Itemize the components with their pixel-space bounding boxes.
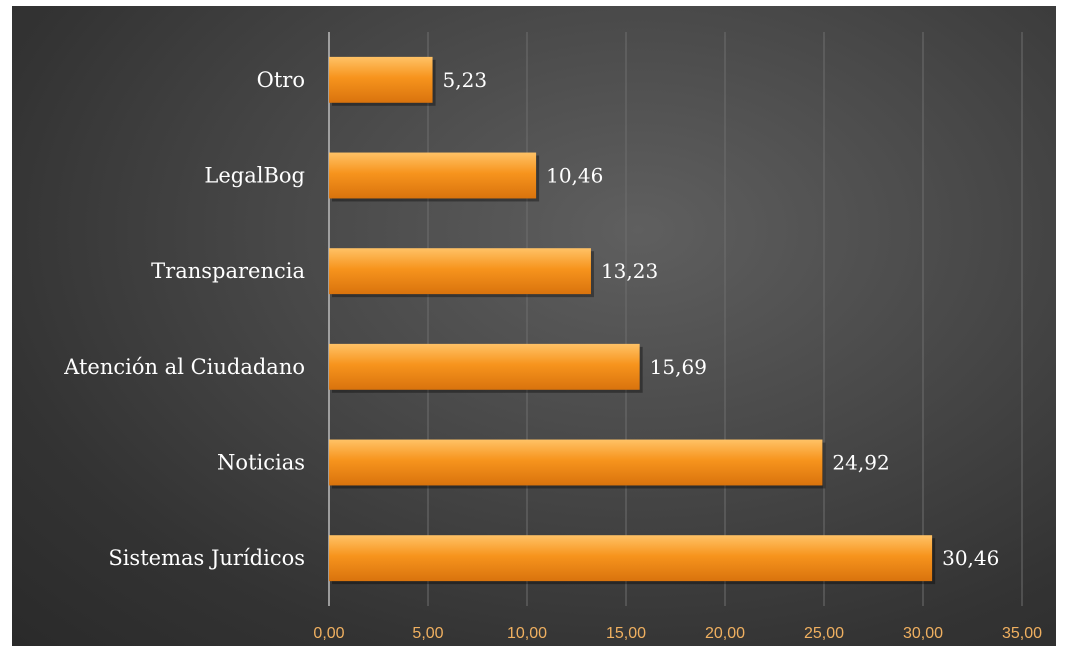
category-label: LegalBog xyxy=(204,164,305,188)
category-label: Transparencia xyxy=(151,259,305,283)
category-label: Otro xyxy=(257,68,305,92)
x-tick-label: 35,00 xyxy=(1002,625,1042,642)
data-label: 10,46 xyxy=(546,164,603,188)
bar xyxy=(329,56,433,103)
chart-frame: 0,00 5,00 10,00 15,00 20,00 25,00 30,00 35,00 Ot… xyxy=(12,6,1056,646)
data-label: 13,23 xyxy=(601,259,658,283)
data-label: 30,46 xyxy=(942,546,999,570)
x-tick-label: 5,00 xyxy=(412,625,443,642)
x-tick-label: 0,00 xyxy=(313,625,344,642)
x-tick-label: 10,00 xyxy=(507,625,547,642)
bar xyxy=(329,439,823,486)
bar-chart: 0,00 5,00 10,00 15,00 20,00 25,00 30,00 35,00 Ot… xyxy=(63,32,1042,642)
category-label: Sistemas Jurídicos xyxy=(108,546,305,570)
category-label: Atención al Ciudadano xyxy=(63,355,305,379)
x-tick-label: 20,00 xyxy=(705,625,745,642)
bar xyxy=(329,535,933,582)
x-tick-label: 30,00 xyxy=(903,625,943,642)
bars xyxy=(329,56,936,585)
data-label: 24,92 xyxy=(832,451,889,475)
labels: 0,00 5,00 10,00 15,00 20,00 25,00 30,00 35,00 Ot… xyxy=(63,68,1042,642)
data-label: 5,23 xyxy=(443,68,488,92)
category-label: Noticias xyxy=(217,451,305,475)
x-tick-label: 15,00 xyxy=(606,625,646,642)
x-tick-label: 25,00 xyxy=(804,625,844,642)
data-label: 15,69 xyxy=(650,355,707,379)
bar xyxy=(329,152,537,199)
bar xyxy=(329,343,640,390)
bar xyxy=(329,248,591,295)
grid-lines xyxy=(427,32,1023,606)
